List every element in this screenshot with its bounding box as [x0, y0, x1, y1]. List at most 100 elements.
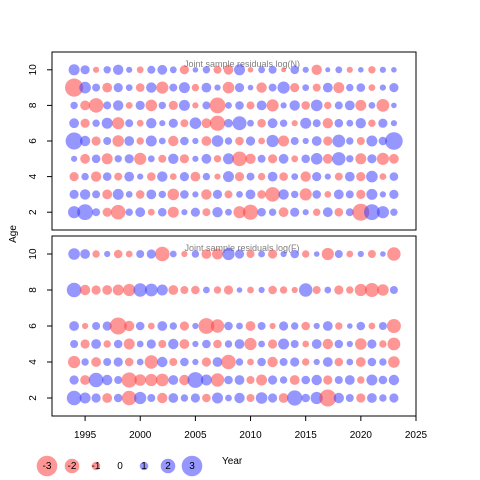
bubble-age10-year2008	[222, 247, 235, 261]
bubble-age10-year2009	[234, 249, 245, 259]
bubble-age10-year2019	[346, 250, 354, 258]
bubble-age10-year2009	[234, 64, 245, 76]
bubble-age5-year2003	[168, 153, 179, 164]
bubble-age6-year2006	[198, 318, 215, 334]
bubble-age10-year2005	[191, 250, 200, 258]
legend-value-label: -3	[43, 461, 52, 472]
bubble-age10-year2002	[155, 246, 170, 262]
bubble-age4-year2018	[334, 357, 344, 367]
y-tick-label: 6	[28, 138, 39, 144]
bubble-age3-year2012	[265, 187, 280, 202]
bubble-age3-year2002	[158, 190, 166, 199]
bubble-age9-year2017	[322, 82, 333, 93]
bubble-age2-year2023	[390, 208, 398, 216]
bubble-age2-year2005	[190, 207, 200, 217]
bubble-age5-year2008	[223, 153, 234, 165]
bubble-age10-year2020	[357, 250, 364, 258]
bubble-age3-year1999	[125, 191, 133, 198]
bubble-age4-year2003	[169, 358, 178, 366]
bubble-age6-year1997	[103, 137, 112, 145]
bubble-age3-year2013	[279, 376, 288, 384]
bubble-age8-year2012	[266, 99, 279, 112]
bubble-age8-year2004	[180, 286, 189, 294]
bubble-age8-year2002	[158, 101, 166, 110]
bubble-age8-year1995	[80, 100, 90, 111]
x-tick-label: 2025	[405, 430, 428, 441]
bubble-age8-year2020	[355, 99, 367, 111]
bubble-age8-year2014	[291, 286, 298, 294]
bubble-age10-year2004	[179, 65, 189, 75]
bubble-age7-year1996	[92, 119, 100, 127]
bubble-age2-year2016	[313, 208, 321, 216]
bubble-age6-year2010	[245, 321, 256, 331]
bubble-age9-year1995	[79, 81, 91, 94]
bubble-age9-year2022	[379, 84, 386, 91]
bubble-age3-year2016	[312, 190, 322, 199]
bubble-age7-year2008	[224, 118, 233, 128]
bubble-age2-year1995	[77, 204, 93, 221]
bubble-age8-year2018	[334, 285, 344, 295]
bubble-age5-year1996	[91, 339, 101, 349]
bubble-age3-year1995	[79, 189, 91, 200]
y-tick-label: 8	[28, 102, 39, 108]
bubble-age10-year2017	[321, 247, 334, 261]
bubble-age10-year2010	[247, 67, 254, 73]
bubble-age8-year2009	[235, 101, 244, 110]
bubble-age10-year2014	[290, 249, 300, 259]
bubble-age7-year2005	[189, 117, 202, 129]
bubble-age10-year2018	[335, 66, 343, 74]
bubble-age6-year2012	[269, 322, 276, 330]
bubble-age10-year1994	[68, 64, 80, 76]
bubble-age4-year2013	[279, 172, 288, 181]
legend-value-label: 1	[141, 461, 147, 472]
bubble-age5-year2018	[334, 339, 344, 349]
bubble-age4-year2013	[279, 358, 288, 366]
bubble-age6-year2017	[323, 136, 333, 146]
bubble-age5-year2021	[367, 339, 377, 349]
y-tick-label: 8	[28, 287, 39, 293]
legend-value-label: -2	[68, 461, 77, 472]
bubble-age5-year1995	[80, 153, 90, 164]
bubble-age3-year2000	[134, 374, 146, 386]
bubble-age6-year2004	[180, 136, 189, 146]
bubble-age3-year2015	[299, 188, 312, 201]
bubble-age10-year2021	[368, 66, 376, 74]
bubble-age8-year2019	[344, 100, 355, 111]
legend-value-label: 3	[189, 461, 195, 472]
bubble-age10-year2003	[169, 66, 177, 74]
bubble-age8-year2023	[389, 286, 398, 294]
panel-logF-y-axis: 2 4 6 8 10	[28, 248, 52, 401]
bubble-age6-year2019	[347, 323, 353, 329]
bubble-age10-year2016	[313, 251, 320, 257]
bubble-age8-year2006	[202, 101, 211, 110]
bubble-age7-year2013	[279, 119, 288, 127]
bubble-age3-year2005	[187, 372, 204, 388]
bubble-age5-year2011	[257, 154, 266, 163]
bubble-age4-year2001	[144, 355, 158, 369]
bubble-age7-year2004	[180, 119, 189, 128]
bubble-age10-year2007	[212, 248, 223, 260]
bubble-age8-year2000	[135, 100, 145, 110]
bubble-age4-year1998	[114, 172, 123, 181]
bubble-age3-year1997	[102, 374, 113, 386]
bubble-age4-year2000	[136, 358, 144, 366]
bubble-age8-year2017	[324, 101, 332, 110]
bubble-age10-year1995	[80, 249, 90, 259]
bubble-age8-year2017	[324, 286, 332, 294]
bubble-age8-year2013	[279, 286, 288, 294]
bubble-age8-year2010	[247, 286, 254, 294]
bubble-age5-year2002	[158, 154, 167, 163]
bubble-age4-year2021	[367, 357, 377, 367]
bubble-age10-year2008	[223, 64, 234, 75]
bubble-age2-year1998	[110, 204, 126, 220]
bubble-age9-year2008	[222, 81, 235, 94]
legend-value-label: 2	[165, 461, 171, 472]
bubble-age7-year2017	[322, 118, 333, 129]
bubble-age8-year2007	[213, 286, 222, 294]
bubble-age10-year2011	[258, 250, 265, 258]
bubble-age3-year1999	[121, 372, 137, 388]
bubble-age2-year2006	[202, 393, 211, 403]
legend-bubble	[160, 458, 176, 474]
bubble-age3-year2000	[135, 190, 145, 199]
bubble-age5-year2016	[310, 153, 323, 165]
